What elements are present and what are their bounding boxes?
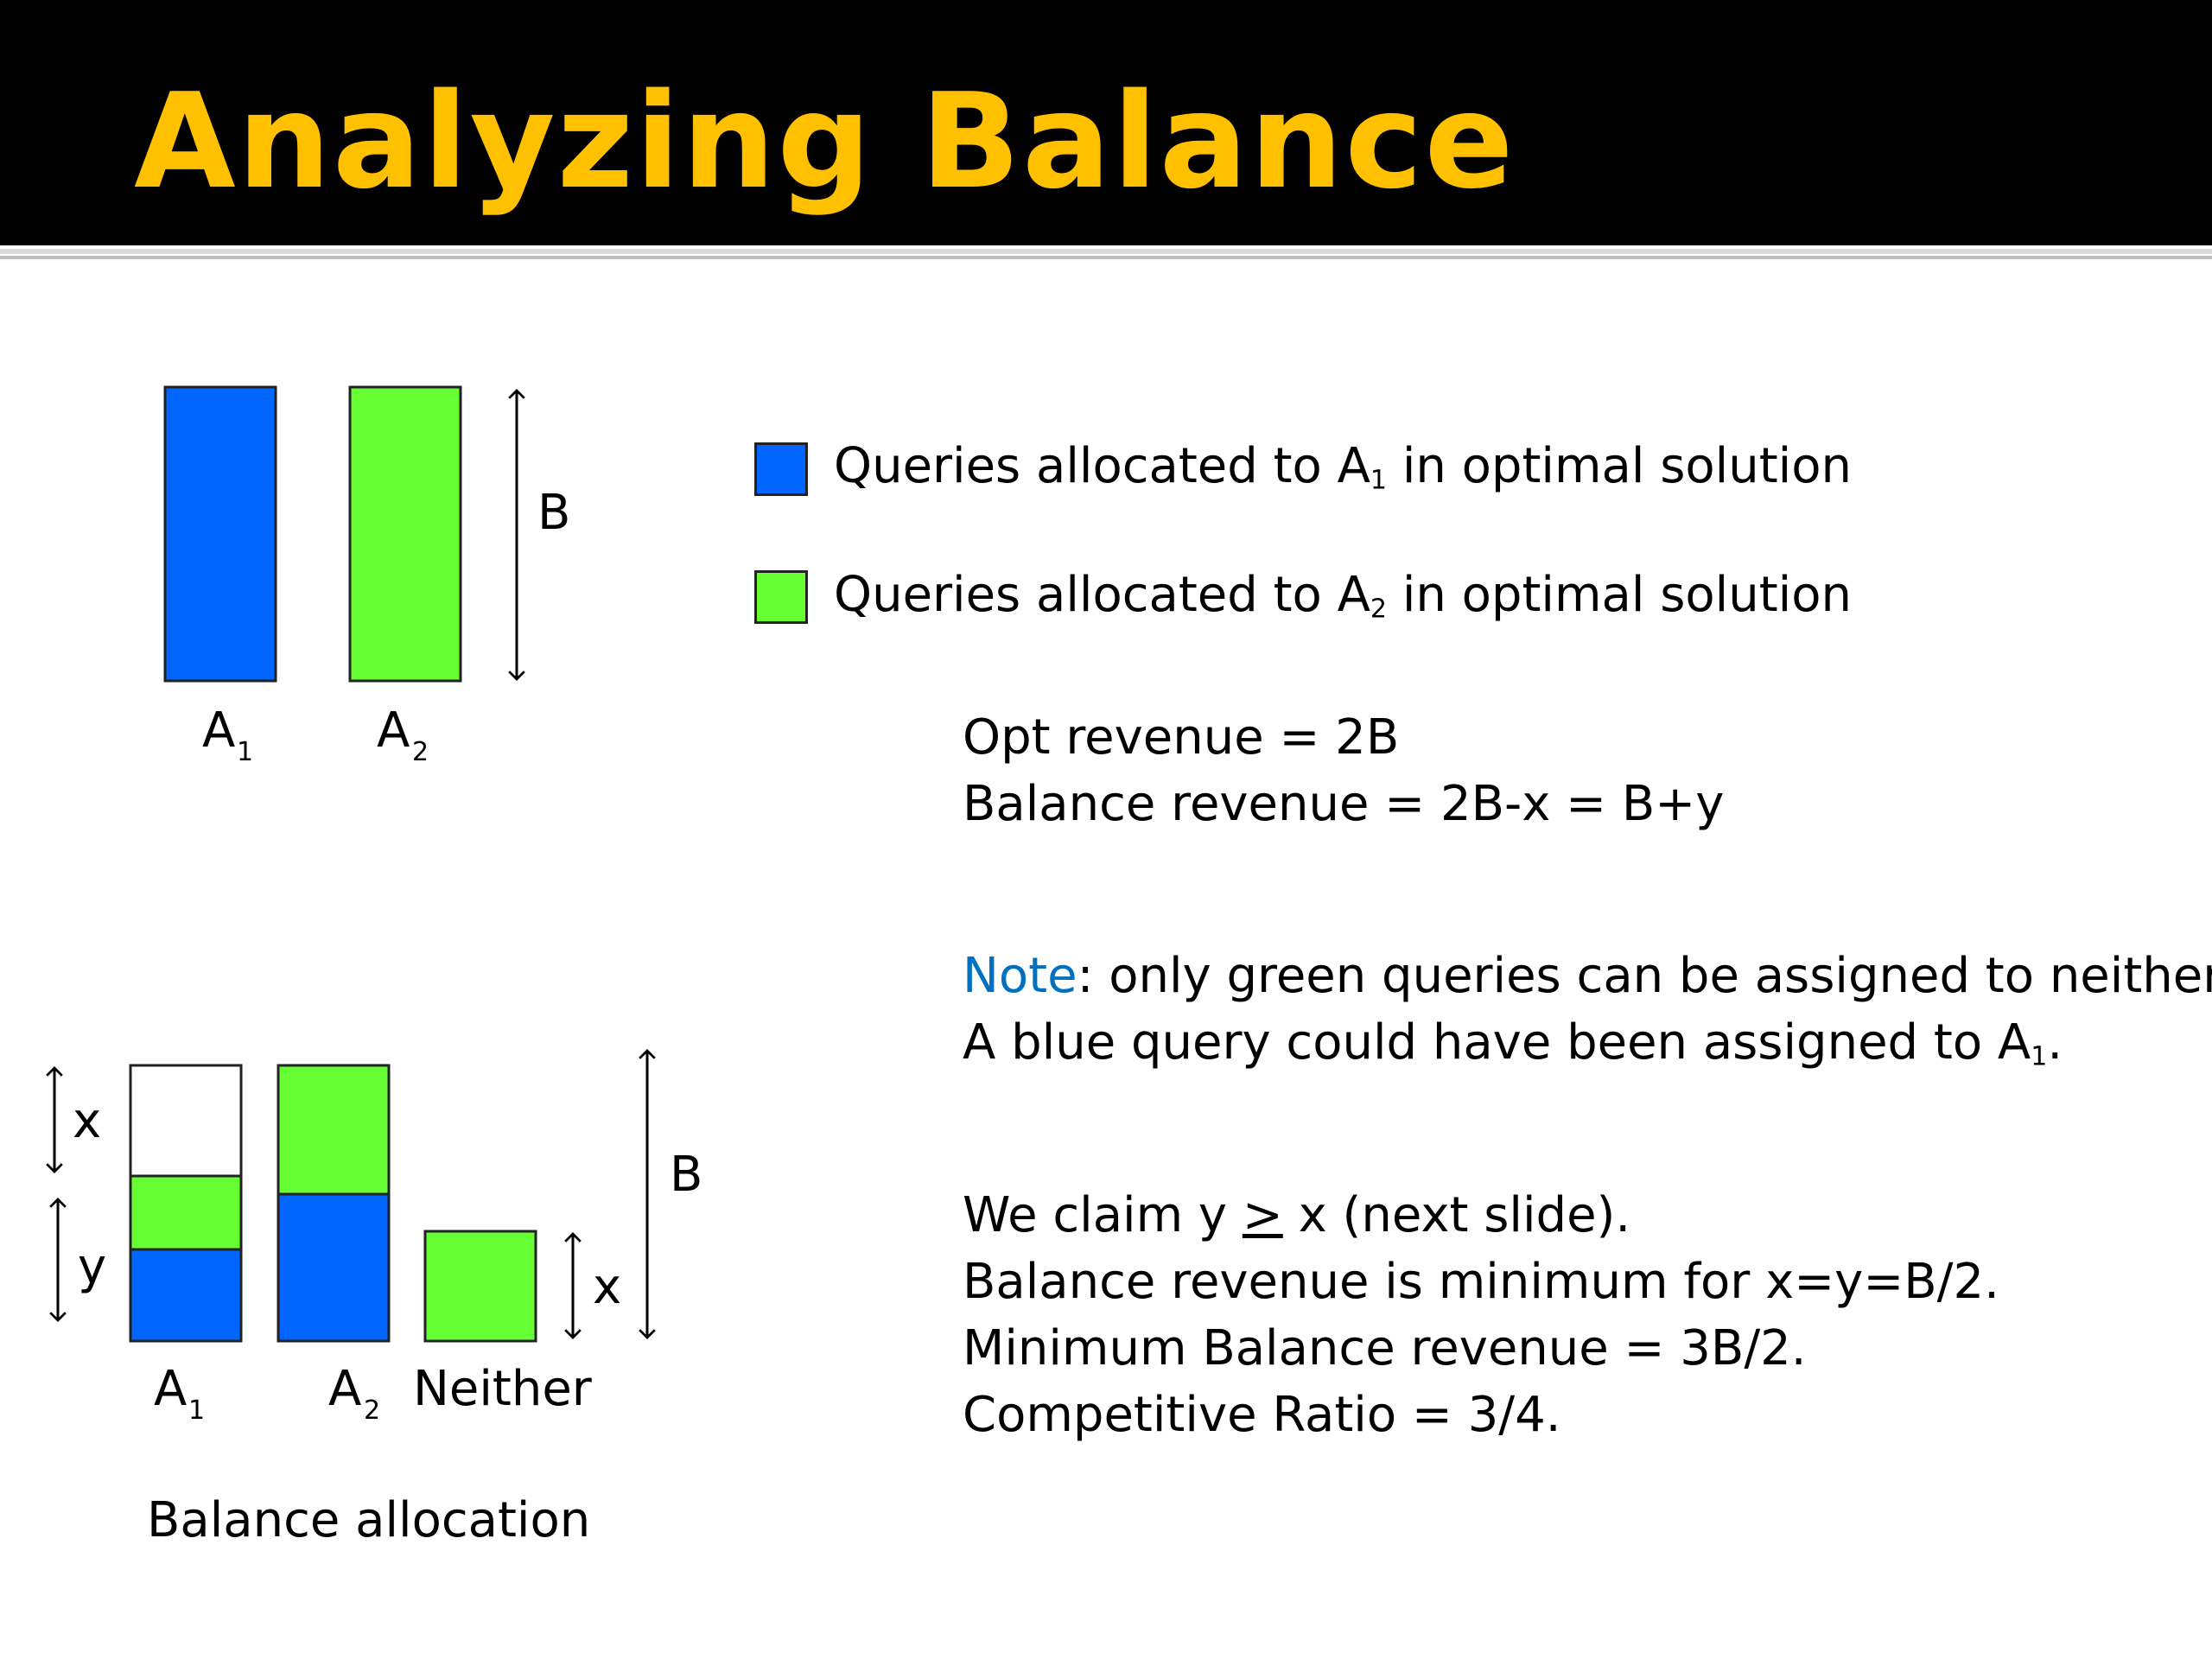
note-line-2-prefix: A blue query could have been assigned to… <box>963 1014 2031 1071</box>
top-label-a1: A <box>202 702 235 759</box>
slide-title: Analyzing Balance <box>134 65 1516 218</box>
bottom-label-a2: A <box>328 1361 361 1417</box>
bottom-caption: Balance allocation <box>147 1492 590 1548</box>
bottom-b-label: B <box>670 1147 702 1203</box>
legend-item-a2: Queries allocated to A2 in optimal solut… <box>834 566 1852 624</box>
bottom-a2-green-segment <box>276 1064 391 1196</box>
bottom-y-label: y <box>78 1239 106 1295</box>
title-bar: Analyzing Balance <box>0 0 2212 245</box>
opt-revenue: Opt revenue = 2B <box>963 709 1400 766</box>
legend-a2-suffix: in optimal solution <box>1387 567 1852 623</box>
bottom-label-neither: Neither <box>413 1361 593 1417</box>
note-line-2: A blue query could have been assigned to… <box>963 1014 2063 1071</box>
note-line-1-text: : only green queries can be assigned to … <box>1077 948 2212 1004</box>
top-label-a2: A <box>377 702 410 759</box>
claim-geq-symbol: > <box>1242 1187 1283 1243</box>
legend-a1-prefix: Queries allocated to A <box>834 438 1370 494</box>
top-b-label: B <box>537 485 570 541</box>
legend-a1-suffix: in optimal solution <box>1387 438 1852 494</box>
claim-line-2: Balance revenue is minimum for x=y=B/2. <box>963 1254 1999 1310</box>
top-bar-a1 <box>163 385 277 683</box>
bottom-a1-blue-segment <box>129 1248 243 1343</box>
claim-line-3: Minimum Balance revenue = 3B/2. <box>963 1320 1807 1376</box>
claim-line-1-suffix: x (next slide). <box>1282 1187 1631 1243</box>
bottom-a1-green-segment <box>129 1174 243 1251</box>
legend-a1-sub: 1 <box>1370 465 1388 496</box>
title-divider <box>0 249 2212 254</box>
claim-line-1: We claim y > x (next slide). <box>963 1186 1630 1244</box>
bottom-neither-x-label: x <box>593 1259 621 1315</box>
top-bar-a2 <box>348 385 462 683</box>
bottom-neither-green <box>423 1230 537 1343</box>
legend-swatch-a1 <box>754 442 808 496</box>
legend-item-a1: Queries allocated to A1 in optimal solut… <box>834 437 1852 495</box>
bottom-label-a1-sub: 1 <box>188 1395 205 1426</box>
note-label: Note <box>963 948 1077 1004</box>
note-line-1: Note: only green queries can be assigned… <box>963 947 2212 1005</box>
top-label-a1-sub: 1 <box>237 737 253 767</box>
bottom-label-a1: A <box>154 1361 187 1417</box>
note-line-2-sub: 1 <box>2031 1041 2048 1072</box>
legend-a2-prefix: Queries allocated to A <box>834 567 1370 623</box>
bottom-label-a2-sub: 2 <box>364 1395 380 1426</box>
claim-line-1-prefix: We claim y <box>963 1187 1243 1243</box>
legend-a2-sub: 2 <box>1370 594 1388 625</box>
balance-revenue: Balance revenue = 2B-x = B+y <box>963 776 1725 832</box>
note-line-2-suffix: . <box>2047 1014 2063 1071</box>
title-divider-shadow <box>0 256 2212 259</box>
bottom-a1-empty-segment <box>129 1064 243 1178</box>
legend-swatch-a2 <box>754 570 808 624</box>
bottom-a2-blue-segment <box>276 1192 391 1343</box>
claim-line-4: Competitive Ratio = 3/4. <box>963 1387 1561 1443</box>
bottom-x-label: x <box>73 1093 101 1149</box>
top-label-a2-sub: 2 <box>412 737 429 767</box>
